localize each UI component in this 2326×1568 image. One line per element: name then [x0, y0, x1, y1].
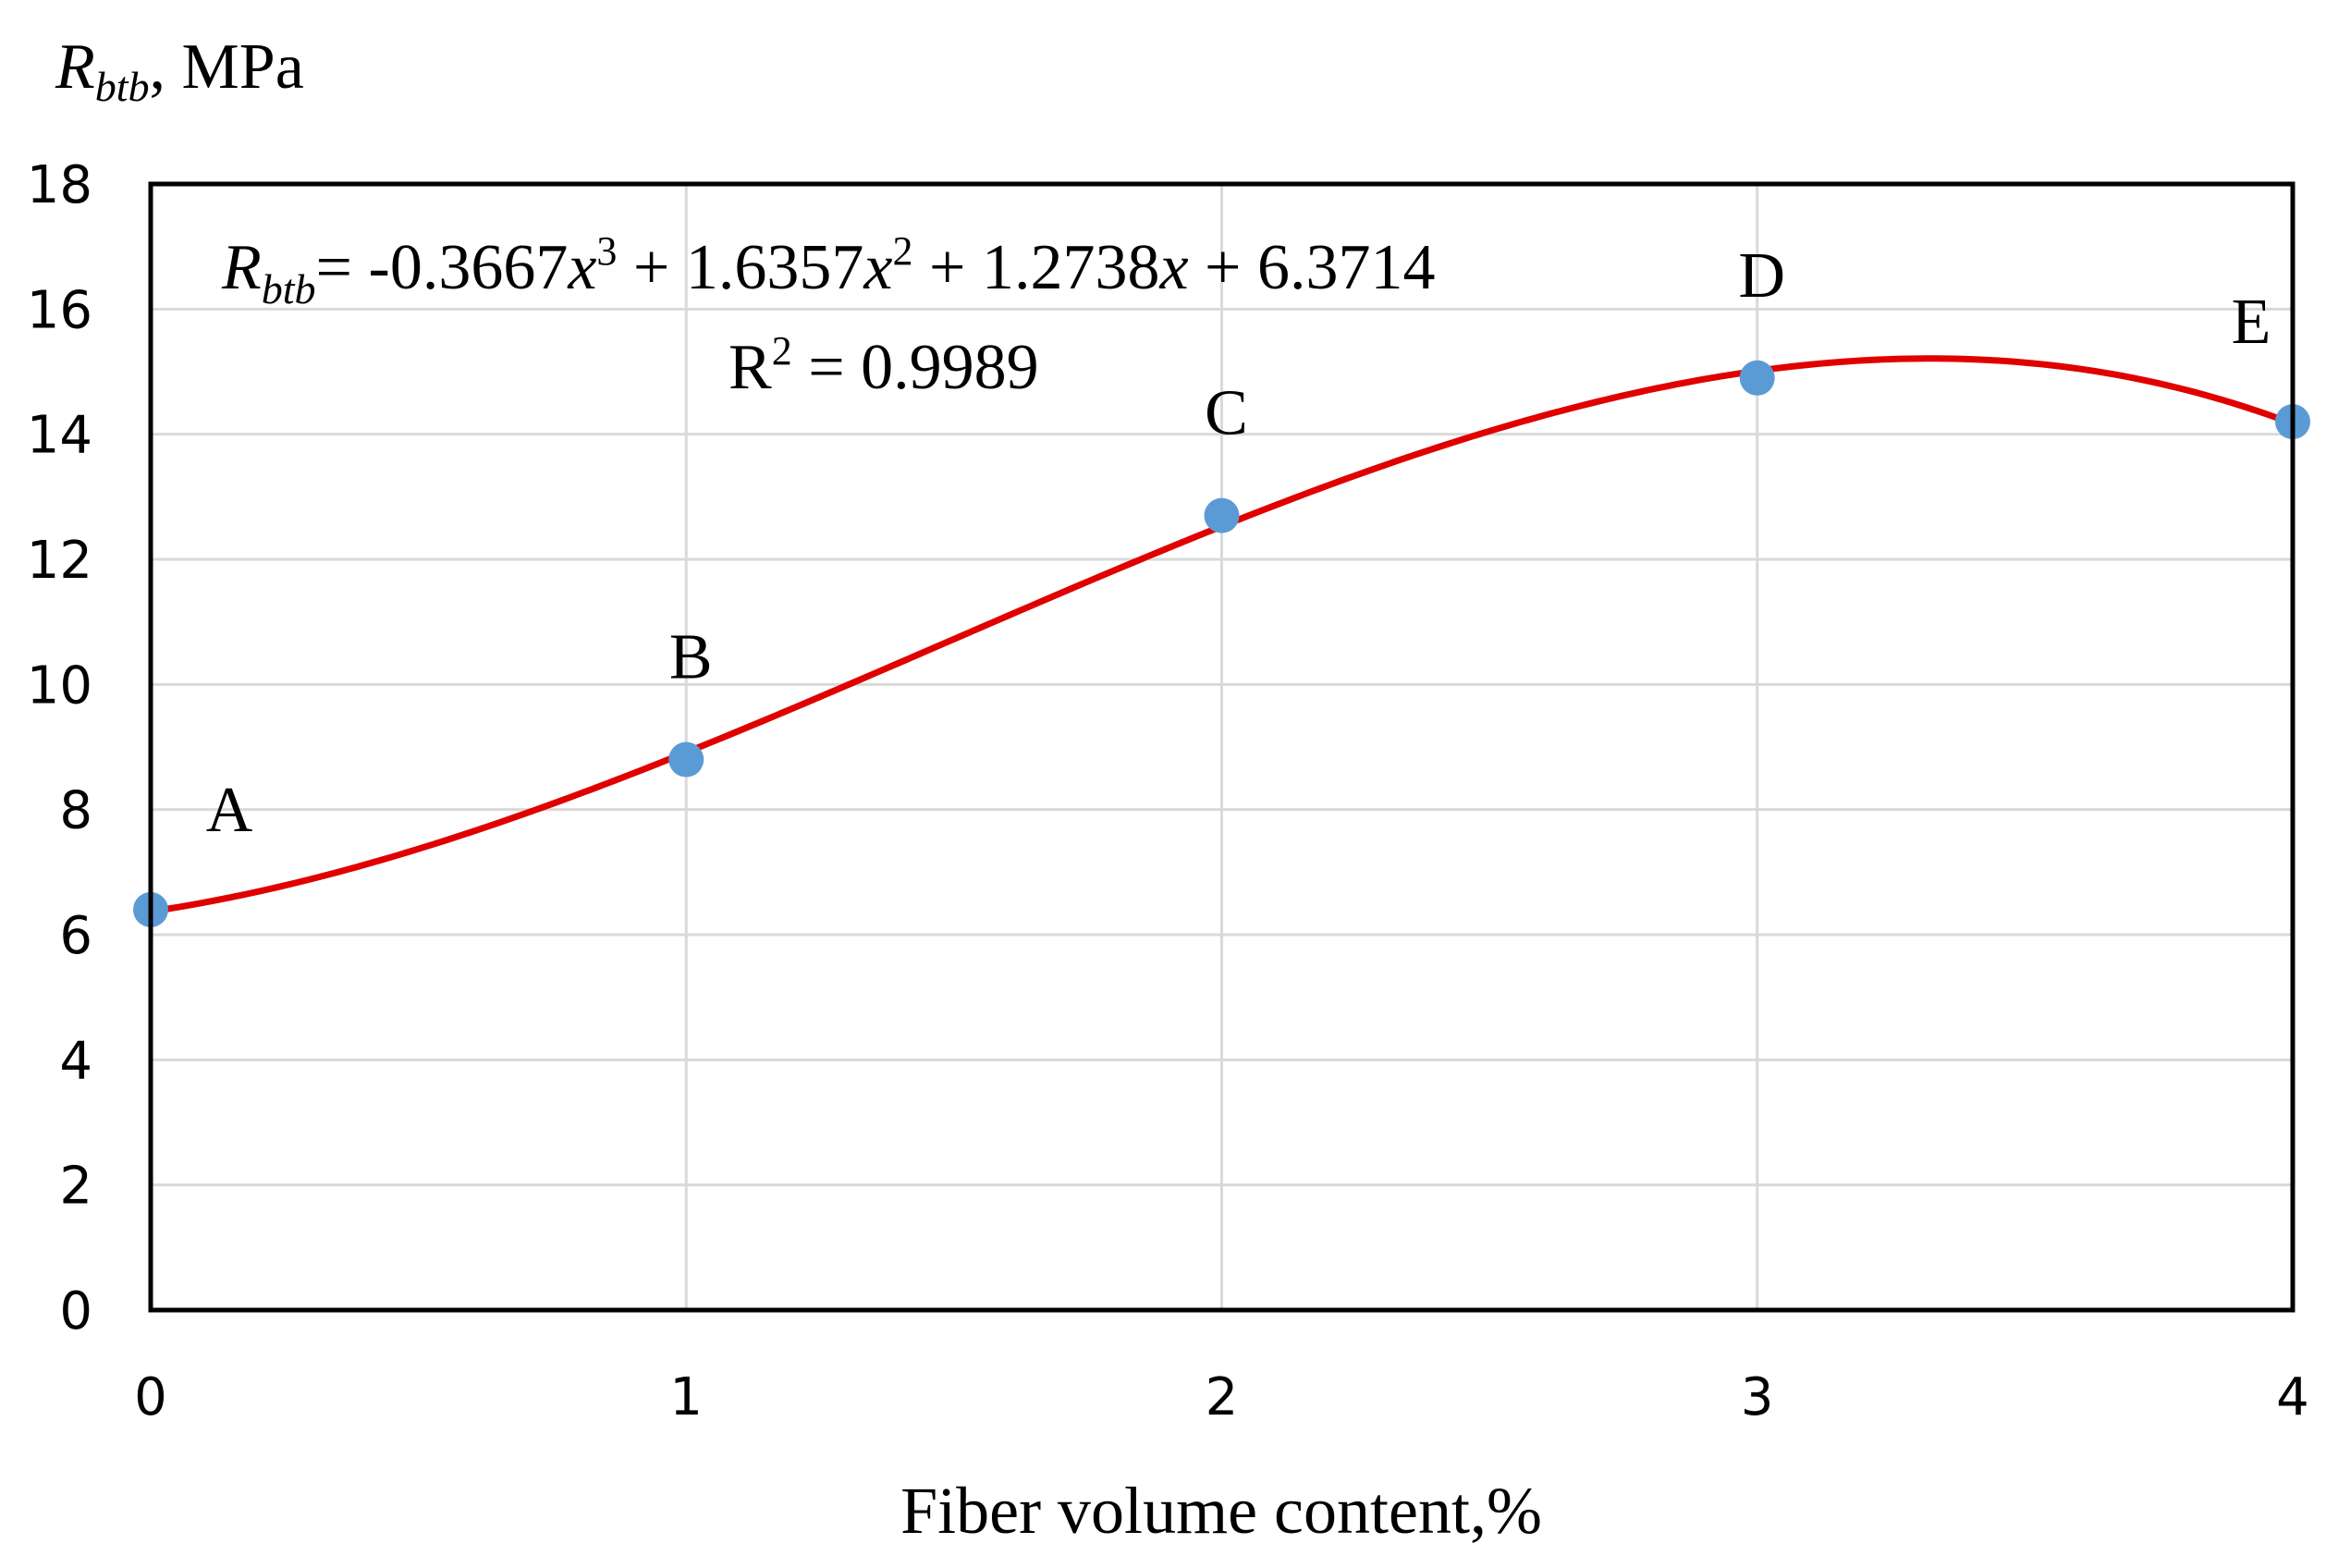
x-tick-label: 0	[134, 1367, 167, 1427]
equation-lhs-symbol: R	[221, 232, 262, 303]
y-tick-label: 0	[59, 1281, 92, 1341]
y-tick-label: 18	[27, 155, 92, 215]
equation-coef-a: = -0.3667	[316, 232, 569, 303]
r-squared-value: = 0.9989	[792, 332, 1039, 403]
y-tick-labels: 0 2 4 6 8 10 12 14 16 18	[27, 155, 92, 1341]
equation-x-squared: x	[863, 232, 892, 303]
gridlines	[151, 184, 2293, 1310]
x-tick-label: 2	[1206, 1367, 1239, 1427]
r-squared-label: R2 = 0.9989	[728, 328, 1039, 403]
data-point-d	[1739, 360, 1775, 396]
y-tick-label: 2	[59, 1157, 92, 1217]
point-labels: A B C D E	[206, 240, 2271, 846]
equation-lhs-subscript: btb	[262, 265, 316, 312]
data-points	[133, 360, 2310, 927]
trendline-equation: Rbtb= -0.3667x3 + 1.6357x2 + 1.2738x + 6…	[221, 228, 1436, 312]
point-label-a: A	[206, 775, 253, 846]
equation-exp-2: 2	[892, 228, 912, 274]
x-axis-title: Fiber volume content,%	[900, 1474, 1542, 1548]
y-axis-title: Rbtb, MPa	[55, 31, 304, 110]
r-squared-exp: 2	[772, 328, 792, 374]
equation-x-cubed: x	[567, 232, 596, 303]
plot-frame	[148, 181, 2295, 1313]
x-tick-label: 1	[669, 1367, 703, 1427]
y-axis-title-unit: , MPa	[150, 31, 304, 103]
y-tick-label: 10	[27, 655, 92, 716]
y-axis-title-subscript: btb	[95, 63, 150, 110]
x-tick-label: 4	[2276, 1367, 2309, 1427]
data-point-c	[1204, 497, 1240, 533]
x-tick-labels: 0 1 2 3 4	[134, 1367, 2309, 1427]
equation-intercept: + 6.3714	[1189, 232, 1436, 303]
point-label-c: C	[1205, 378, 1248, 449]
y-tick-label: 14	[27, 406, 92, 466]
data-point-b	[668, 741, 704, 778]
point-label-e: E	[2232, 287, 2271, 358]
y-tick-label: 8	[59, 781, 92, 841]
point-label-b: B	[669, 622, 713, 693]
equation-coef-b: + 1.6357	[617, 232, 863, 303]
y-tick-label: 4	[59, 1031, 92, 1091]
point-label-d: D	[1738, 240, 1785, 312]
x-tick-label: 3	[1741, 1367, 1774, 1427]
y-tick-label: 12	[27, 531, 92, 591]
y-axis-title-symbol: R	[55, 31, 95, 103]
equation-exp-3: 3	[596, 228, 617, 274]
equation-x-linear: x	[1158, 232, 1188, 303]
y-tick-label: 16	[27, 280, 92, 340]
r-squared-base: R	[728, 332, 772, 403]
y-tick-label: 6	[59, 906, 92, 966]
equation-coef-c: + 1.2738	[912, 232, 1159, 303]
